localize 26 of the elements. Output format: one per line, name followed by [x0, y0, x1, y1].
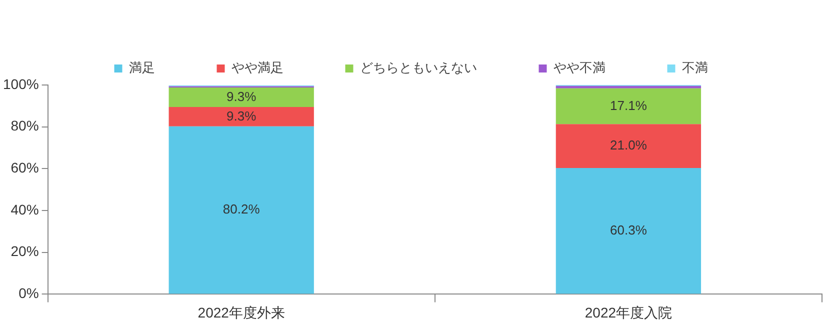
x-tick-label: 2022年度外来 — [198, 304, 285, 320]
y-tick-label: 20% — [10, 243, 39, 260]
data-label: 80.2% — [222, 202, 260, 217]
bar — [168, 88, 314, 107]
legend-label: 満足 — [128, 60, 155, 76]
legend-label: どちらともいえない — [360, 60, 477, 76]
bar — [168, 126, 314, 294]
y-tick-label: 100% — [2, 76, 39, 92]
data-label: 60.3% — [610, 222, 648, 238]
bar — [556, 86, 702, 88]
legend-label: やや不満 — [553, 60, 606, 76]
x-tick-label: 2022年度入院 — [584, 304, 672, 320]
y-tick-label: 80% — [10, 118, 39, 134]
y-tick-label: 0% — [18, 285, 39, 302]
data-label: 17.1% — [610, 98, 648, 113]
bar — [556, 88, 702, 124]
legend-label: 不満 — [682, 60, 708, 76]
data-label: 21.0% — [610, 138, 648, 153]
data-label: 9.3% — [226, 108, 257, 124]
bar — [556, 168, 702, 294]
bar — [556, 124, 702, 168]
y-tick-label: 60% — [10, 160, 39, 176]
data-label: 9.3% — [226, 88, 257, 104]
y-tick-label: 40% — [10, 201, 39, 218]
bar — [168, 106, 314, 126]
legend-label: やや満足 — [231, 60, 284, 76]
